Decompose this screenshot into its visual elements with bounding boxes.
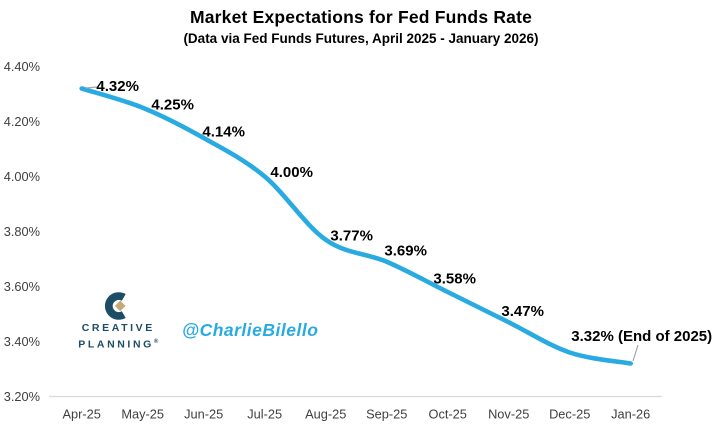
diamond-icon: [114, 300, 126, 312]
data-label: 3.69%: [384, 242, 427, 259]
y-tick-label: 4.40%: [4, 59, 40, 74]
y-tick-label: 4.20%: [4, 114, 40, 129]
data-label: 3.32% (End of 2025): [571, 328, 712, 345]
x-tick-label: May-25: [121, 407, 164, 422]
data-label: 3.47%: [501, 303, 544, 320]
trademark-mark: ®: [153, 338, 159, 345]
data-label: 4.00%: [270, 164, 313, 181]
creative-planning-logomark: [103, 292, 131, 320]
y-tick-label: 3.20%: [4, 389, 40, 404]
creative-planning-logo: CREATIVE PLANNING®: [77, 292, 159, 352]
data-label: 3.58%: [433, 271, 476, 288]
y-tick-label: 3.80%: [4, 224, 40, 239]
logo-text-creative: CREATIVE: [81, 322, 155, 334]
x-tick-label: Jan-26: [611, 407, 650, 422]
logo-text-planning: PLANNING®: [78, 338, 159, 350]
y-tick-label: 4.00%: [4, 169, 40, 184]
chart-title: Market Expectations for Fed Funds Rate: [189, 7, 533, 27]
chart-header: Market Expectations for Fed Funds Rate (…: [0, 7, 722, 46]
x-tick-label: Apr-25: [62, 407, 100, 422]
x-tick-label: Oct-25: [428, 407, 466, 422]
leader-line-first: [85, 86, 98, 89]
logo-c-icon: [104, 292, 126, 320]
y-tick-label: 3.60%: [4, 279, 40, 294]
x-tick-label: Sep-25: [366, 407, 407, 422]
y-tick-label: 3.40%: [4, 334, 40, 349]
rate-line: [79, 86, 633, 366]
chart-subtitle: (Data via Fed Funds Futures, April 2025 …: [183, 31, 539, 46]
x-tick-label: Aug-25: [305, 407, 346, 422]
x-tick-label: Dec-25: [549, 407, 590, 422]
data-label: 4.14%: [202, 124, 245, 141]
x-tick-label: Nov-25: [488, 407, 529, 422]
data-label: 4.25%: [151, 96, 194, 113]
data-label: 4.32%: [96, 78, 139, 95]
leader-line-last: [632, 344, 639, 362]
charliebilello-handle: @CharlieBilello: [182, 320, 319, 340]
x-tick-label: Jul-25: [247, 407, 282, 422]
data-label: 3.77%: [330, 227, 373, 244]
x-tick-label: Jun-25: [184, 407, 223, 422]
